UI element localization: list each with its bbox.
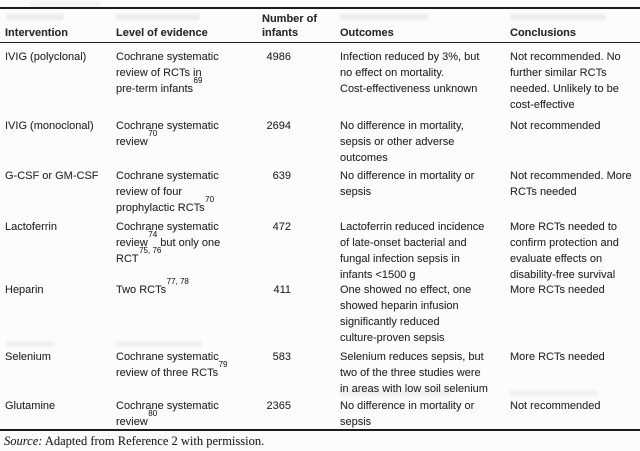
intervention-cell: IVIG (monoclonal) (5, 120, 94, 132)
scan-artifact (510, 14, 606, 20)
table-bottom-rule (0, 429, 640, 431)
header-separator-rule (0, 42, 640, 43)
scan-artifact (340, 390, 450, 396)
outcomes-cell: No difference in mortality or sepsis (340, 170, 475, 198)
conclusions-column-header: Conclusions (510, 27, 577, 39)
infants-count-cell: 639 (272, 170, 291, 182)
evidence-cell: Cochrane systematic review of four proph… (116, 170, 219, 214)
conclusions-cell: Not recommended. More RCTs needed (510, 170, 632, 198)
intervention-cell: Selenium (5, 351, 51, 363)
intervention-cell: IVIG (polyclonal) (5, 51, 87, 63)
conclusions-cell: Not recommended (510, 400, 601, 412)
source-text: Adapted from Reference 2 with permission… (42, 434, 265, 448)
scan-artifact (116, 341, 202, 347)
intervention-cell: G-CSF or GM-CSF (5, 170, 99, 182)
scan-artifact (6, 341, 54, 347)
intervention-cell: Glutamine (5, 400, 56, 412)
evidence-column-header: Level of evidence (116, 27, 208, 39)
scan-artifact (340, 14, 428, 20)
intervention-cell: Lactoferrin (5, 221, 57, 233)
scan-artifact (510, 390, 598, 396)
evidence-cell: Cochrane systematic review74 but only on… (116, 221, 221, 265)
table-top-rule (0, 7, 640, 9)
outcomes-cell: No difference in mortality or sepsis (340, 400, 475, 428)
intervention-column-header: Intervention (5, 27, 68, 39)
outcomes-cell: Infection reduced by 3%, but no effect o… (340, 51, 480, 95)
conclusions-cell: Not recommended (510, 120, 601, 132)
scan-artifact (6, 14, 64, 20)
conclusions-cell: More RCTs needed (510, 284, 605, 296)
table-header-row: Intervention Level of evidence Number of… (0, 7, 640, 42)
source-label: Source: (4, 434, 43, 448)
infants-count-cell: 2365 (266, 400, 291, 412)
infants-count-cell: 472 (272, 221, 291, 233)
conclusions-cell: Not recommended. No further similar RCTs… (510, 51, 621, 111)
conclusions-cell: More RCTs needed to confirm protection a… (510, 221, 619, 281)
outcomes-cell: One showed no effect, one showed heparin… (340, 284, 472, 344)
evidence-cell: Cochrane systematic review of three RCTs… (116, 351, 228, 379)
evidence-cell: Cochrane systematic review70 (116, 120, 219, 148)
source-note: Source: Adapted from Reference 2 with pe… (4, 434, 264, 449)
outcomes-cell: Lactoferrin reduced incidence of late-on… (340, 221, 485, 281)
outcomes-column-header: Outcomes (340, 27, 394, 39)
infants-count-cell: 4986 (266, 51, 291, 63)
evidence-cell: Cochrane systematic review of RCTs in pr… (116, 51, 219, 95)
scan-artifact (116, 14, 200, 20)
evidence-cell: Two RCTs77, 78 (116, 277, 189, 296)
intervention-cell: Heparin (5, 284, 44, 296)
infants-count-cell: 583 (272, 351, 291, 363)
evidence-cell: Cochrane systematic review80 (116, 400, 219, 428)
outcomes-cell: Selenium reduces sepsis, but two of the … (340, 351, 488, 395)
scan-artifact (30, 1, 100, 7)
infants-count-cell: 2694 (266, 120, 291, 132)
outcomes-cell: No difference in mortality, sepsis or ot… (340, 120, 464, 164)
infants-column-header: Number of infants (262, 13, 317, 39)
infants-count-cell: 411 (273, 284, 291, 296)
conclusions-cell: More RCTs needed (510, 351, 605, 363)
